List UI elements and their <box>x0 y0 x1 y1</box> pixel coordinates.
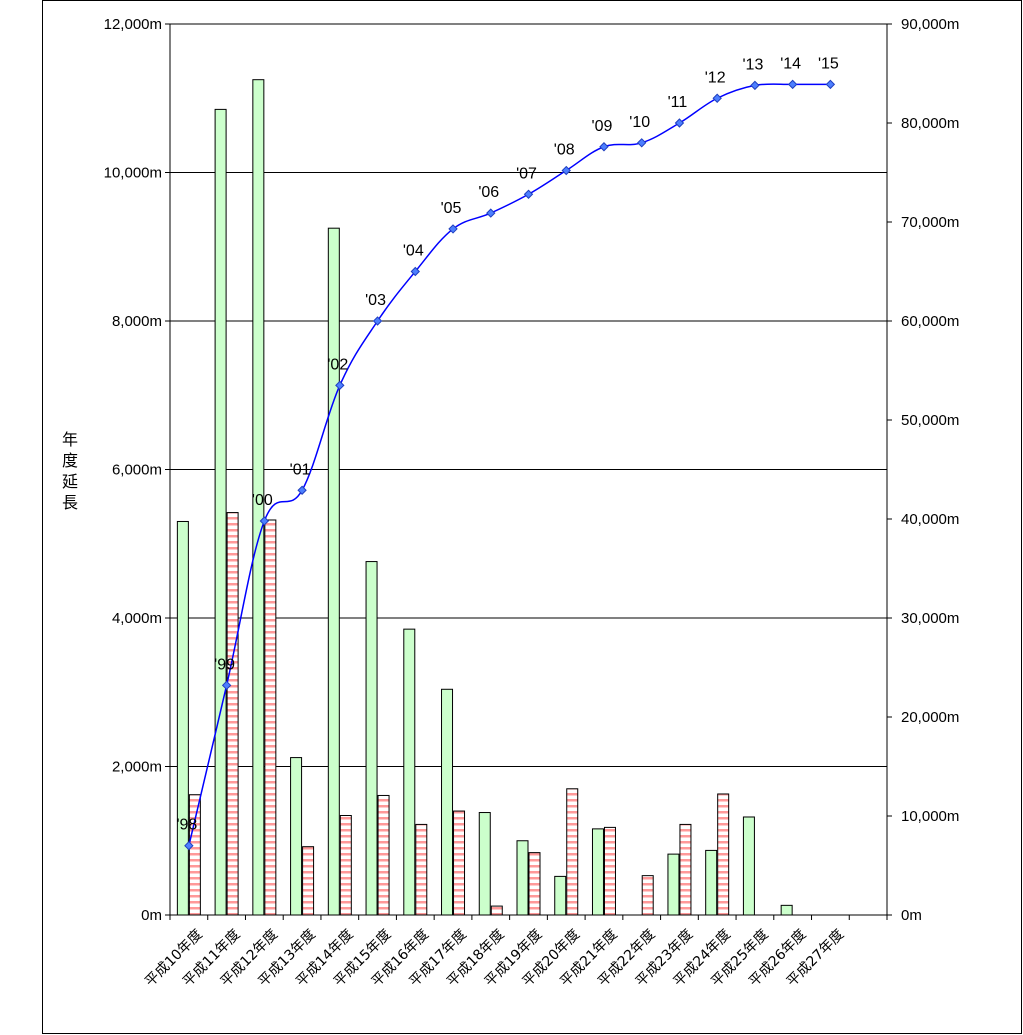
right-tick-label: 70,000m <box>901 214 959 231</box>
point-label: '99 <box>214 656 235 673</box>
bar-s2 <box>264 519 277 916</box>
left-tick-label: 2,000m <box>112 759 162 776</box>
right-tick-label: 10,000m <box>901 808 959 825</box>
bar-s2 <box>603 826 616 916</box>
bar-series-1 <box>176 79 793 916</box>
line-marker <box>712 93 722 103</box>
chart-svg: '98 '99 '00 '01 '02 '03 '04 '05 '06 '07 '08 '09 '10 '… <box>62 16 959 991</box>
bar-s2 <box>679 823 692 916</box>
right-tick-label: 50,000m <box>901 412 959 429</box>
right-tick-label: 20,000m <box>901 709 959 726</box>
bar-s2 <box>415 823 428 916</box>
right-tick-label: 90,000m <box>901 16 959 33</box>
y-label-char: 年 <box>62 430 78 449</box>
bar-s1 <box>780 904 793 916</box>
left-tick-label: 6,000m <box>112 462 162 479</box>
point-label: '13 <box>742 56 763 73</box>
point-label: '10 <box>629 114 650 131</box>
left-tick-label: 4,000m <box>112 610 162 627</box>
point-label: '12 <box>705 69 726 86</box>
bar-s1 <box>403 628 416 916</box>
point-label: '06 <box>478 184 499 201</box>
line-marker <box>297 485 307 495</box>
y-label-char: 延 <box>62 472 78 491</box>
point-label: '05 <box>441 200 462 217</box>
bar-s1 <box>290 757 303 916</box>
bar-s1 <box>478 812 491 916</box>
bar-s2 <box>377 794 390 916</box>
line-marker <box>523 189 534 199</box>
bar-s1 <box>365 561 378 916</box>
line-marker <box>221 680 232 691</box>
line-marker <box>750 80 760 91</box>
point-label: '01 <box>290 461 311 478</box>
line-marker <box>410 266 420 277</box>
bar-s2 <box>641 875 654 916</box>
bar-s2 <box>188 794 201 916</box>
left-tick-label: 8,000m <box>112 313 162 330</box>
line-marker <box>637 138 647 148</box>
line-marker <box>599 142 609 152</box>
bar-s1 <box>327 227 340 916</box>
line-marker <box>259 516 270 526</box>
bar-s1 <box>516 840 529 916</box>
point-label: '02 <box>327 356 348 373</box>
bar-s1 <box>705 849 718 916</box>
left-tick-label: 0m <box>141 907 162 924</box>
point-label: '07 <box>516 165 537 182</box>
right-tick-label: 30,000m <box>901 610 959 627</box>
bar-s1 <box>214 108 227 916</box>
point-label: '15 <box>818 55 839 72</box>
line-marker <box>561 165 571 176</box>
point-label: '11 <box>668 94 688 111</box>
bar-s1 <box>742 816 755 916</box>
left-tick-label: 10,000m <box>104 165 162 182</box>
bar-s2 <box>528 852 541 916</box>
bar-series-2 <box>188 512 730 916</box>
gridlines <box>169 172 888 920</box>
point-label: '03 <box>365 292 386 309</box>
right-tick-label: 40,000m <box>901 511 959 528</box>
bar-s2 <box>339 815 352 916</box>
bar-s2 <box>453 810 466 916</box>
right-tick-label: 80,000m <box>901 115 959 132</box>
line-marker <box>335 380 345 391</box>
bar-s2 <box>717 793 730 916</box>
bar-s1 <box>441 688 454 916</box>
bar-s1 <box>554 875 567 916</box>
bar-s2 <box>302 846 315 916</box>
point-label: '14 <box>780 55 801 72</box>
point-label: '98 <box>176 817 197 834</box>
bar-s1 <box>591 828 604 916</box>
line-marker <box>184 840 194 851</box>
point-label: '09 <box>592 118 613 135</box>
line-marker <box>372 316 383 326</box>
point-label: '08 <box>554 142 575 159</box>
line-marker <box>825 79 836 90</box>
right-tick-label: 60,000m <box>901 313 959 330</box>
point-label: '04 <box>403 243 424 260</box>
bar-s1 <box>252 79 265 916</box>
bar-s2 <box>226 512 239 916</box>
line-marker <box>448 224 458 234</box>
line-marker <box>486 208 496 218</box>
y-label-char: 度 <box>62 451 78 470</box>
line-marker <box>674 118 685 128</box>
left-tick-label: 12,000m <box>104 16 162 33</box>
chart-frame: '98 '99 '00 '01 '02 '03 '04 '05 '06 '07 '08 '09 '10 '… <box>42 0 1022 1034</box>
line-series: '98 '99 '00 '01 '02 '03 '04 '05 '06 '07 '08 '09 '10 '… <box>176 55 839 851</box>
y-label-char: 長 <box>62 493 78 512</box>
left-axis-ticks: 0m 2,000m 4,000m 6,000m 8,000m 10,000m 12,000m <box>104 16 170 924</box>
bar-s2 <box>566 788 579 916</box>
right-axis-ticks: 0m 10,000m 20,000m 30,000m 40,000m 50,000m 60,… <box>887 16 959 924</box>
bar-s1 <box>176 520 189 916</box>
category-labels: 平成10年度平成11年度平成12年度平成13年度平成14年度平成15年度平成16… <box>142 927 847 991</box>
point-label: '00 <box>252 492 273 509</box>
bar-s1 <box>667 853 680 916</box>
bar-s2 <box>490 905 503 916</box>
line-marker <box>787 79 798 90</box>
right-tick-label: 0m <box>901 907 922 924</box>
